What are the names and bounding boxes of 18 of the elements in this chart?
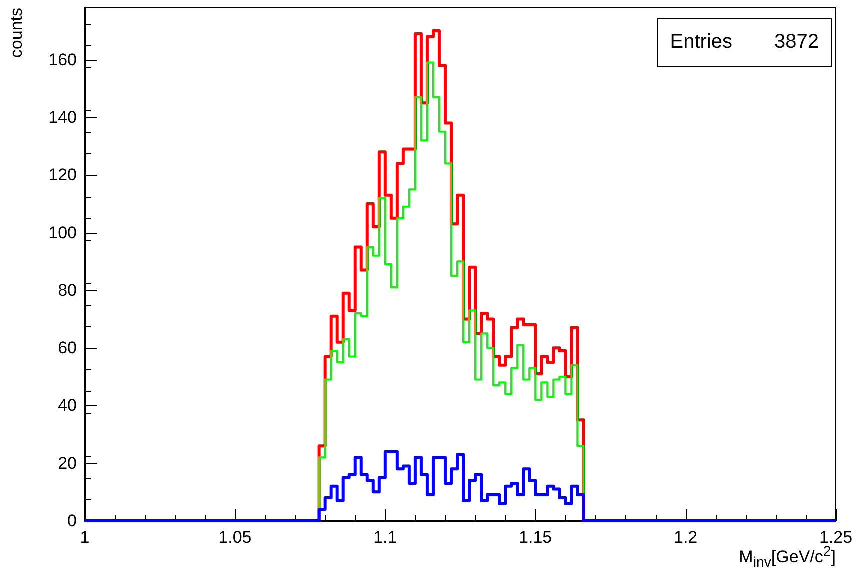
y-axis-title: counts xyxy=(7,8,26,58)
y-tick-label: 80 xyxy=(58,280,77,300)
y-tick-label: 0 xyxy=(68,512,77,530)
y-tick-label: 100 xyxy=(48,223,77,242)
x-axis-title: M$_{inv}$[GeV/c$^{2}$] xyxy=(739,544,836,571)
x-tick-label: 1.1 xyxy=(374,528,398,547)
y-tick-label: 40 xyxy=(58,396,77,416)
y-tick-label: 120 xyxy=(48,166,77,185)
x-tick-label: 1 xyxy=(80,528,90,547)
y-tick-label: 20 xyxy=(58,454,77,473)
y-tick-label: 60 xyxy=(58,338,77,358)
y-tick-label: 160 xyxy=(48,50,77,70)
x-tick-label: 1.25 xyxy=(819,528,853,547)
x-tick-label: 1.15 xyxy=(519,528,552,547)
x-tick-label: 1.2 xyxy=(674,528,698,547)
x-tick-label: 1.05 xyxy=(218,528,252,547)
y-tick-label: 140 xyxy=(48,108,77,128)
text: Entries 3872 xyxy=(670,31,819,53)
